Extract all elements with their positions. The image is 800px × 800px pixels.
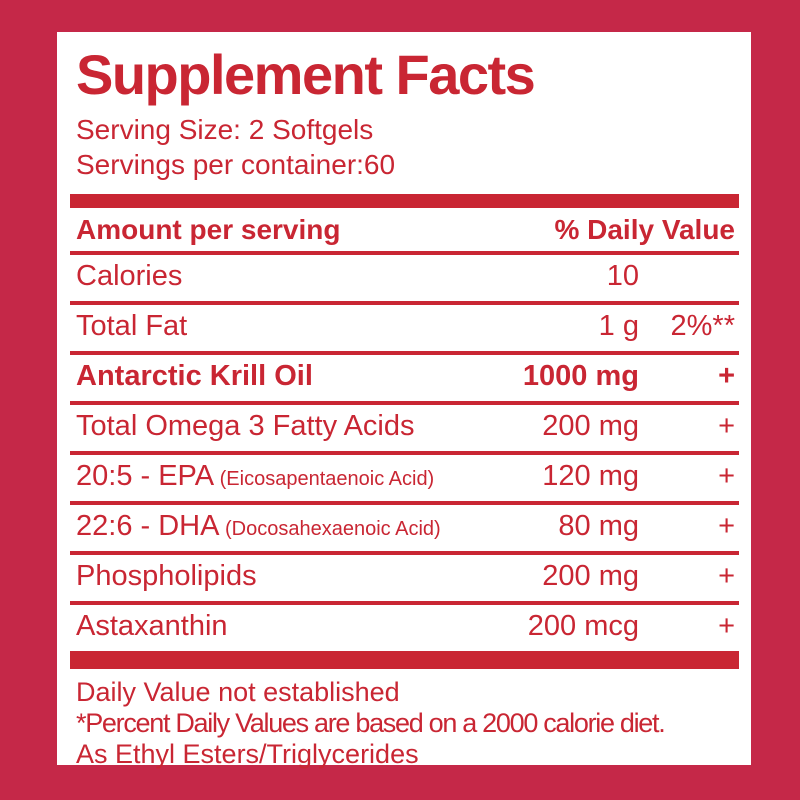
servings-per-container: Servings per container:60	[76, 149, 396, 180]
nutrient-amount: 10	[606, 260, 639, 292]
nutrient-name: Calories	[76, 261, 183, 292]
supplement-facts-panel: Supplement Facts Serving Size: 2 Softgel…	[57, 32, 751, 769]
table-row: Total Omega 3 Fatty Acids 200 mg +	[70, 405, 739, 455]
nutrient-amount: 120 mg	[542, 460, 639, 492]
nutrient-name: Total Fat	[76, 311, 188, 342]
nutrient-name: Antarctic Krill Oil	[76, 361, 313, 392]
nutrient-daily-value: +	[718, 510, 735, 542]
divider-bar-top	[70, 194, 739, 208]
divider-bar-bottom	[70, 655, 739, 669]
header-amount-per-serving: Amount per serving	[76, 214, 341, 245]
header-daily-value: % Daily Value	[554, 214, 735, 245]
footnotes: Daily Value not established *Percent Dai…	[76, 677, 735, 770]
nutrient-name: Total Omega 3 Fatty Acids	[76, 411, 415, 442]
nutrient-daily-value: +	[718, 410, 735, 442]
panel-title: Supplement Facts	[76, 43, 536, 106]
nutrient-daily-value: +	[718, 610, 735, 642]
nutrient-daily-value: +	[718, 460, 735, 492]
nutrient-name: Astaxanthin	[76, 611, 228, 642]
nutrient-amount: 200 mg	[542, 560, 639, 592]
footnote-ethyl-esters: As Ethyl Esters/Triglycerides	[76, 739, 419, 769]
table-row: Total Fat 1 g 2%**	[70, 305, 739, 355]
nutrient-daily-value: +	[718, 560, 735, 592]
table-row: Antarctic Krill Oil 1000 mg +	[70, 355, 739, 405]
serving-size: Serving Size: 2 Softgels	[76, 114, 374, 145]
nutrient-amount: 1000 mg	[522, 360, 639, 392]
footnote-percent-daily-values: *Percent Daily Values are based on a 200…	[76, 708, 666, 738]
table-row: Astaxanthin 200 mcg +	[70, 605, 739, 655]
table-row: Phospholipids 200 mg +	[70, 555, 739, 605]
nutrient-name: 20:5 - EPA (Eicosapentaenoic Acid)	[76, 461, 435, 492]
table-row: 22:6 - DHA (Docosahexaenoic Acid) 80 mg …	[70, 505, 739, 555]
nutrient-amount: 200 mg	[542, 410, 639, 442]
nutrient-name: 22:6 - DHA (Docosahexaenoic Acid)	[76, 511, 441, 542]
nutrient-name: Phospholipids	[76, 561, 257, 592]
nutrient-amount: 80 mg	[558, 510, 639, 542]
table-row: 20:5 - EPA (Eicosapentaenoic Acid) 120 m…	[70, 455, 739, 505]
nutrient-amount: 200 mcg	[527, 610, 639, 642]
table-header-row: Amount per serving % Daily Value	[70, 208, 739, 255]
facts-table: Amount per serving % Daily Value Calorie…	[70, 208, 739, 655]
nutrient-daily-value: +	[718, 360, 735, 392]
nutrient-amount: 1 g	[598, 310, 639, 342]
footnote-dv-not-established: Daily Value not established	[76, 677, 400, 707]
table-row: Calories 10	[70, 255, 739, 305]
nutrient-daily-value: 2%**	[670, 310, 736, 342]
